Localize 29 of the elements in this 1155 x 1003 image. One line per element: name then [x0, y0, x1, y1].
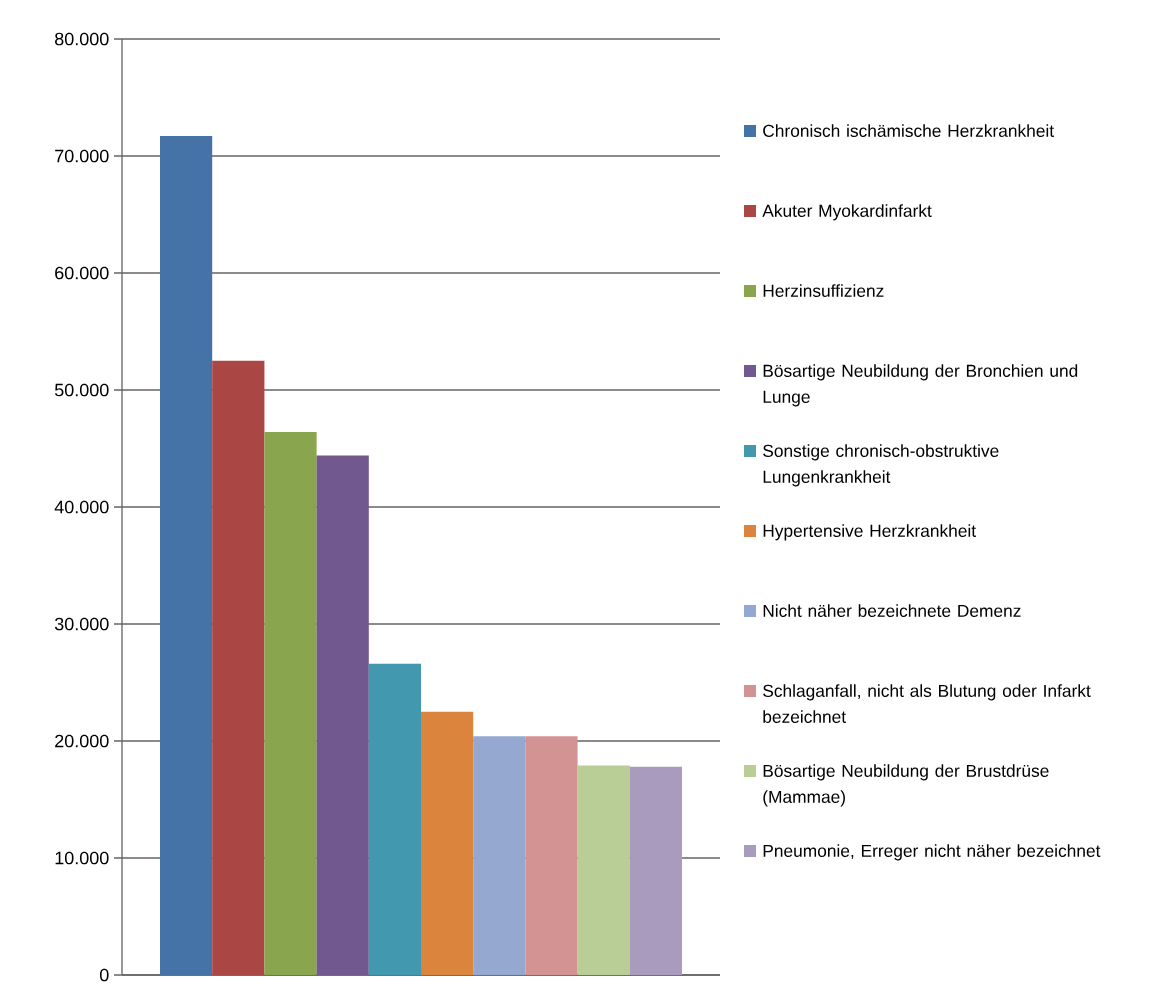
y-tick-label: 50.000 [54, 383, 109, 397]
legend-label: Bösartige Neubildung der Brustdrüse (Mammae) [763, 764, 1049, 807]
legend-label: Sonstige chronisch-obstruktive Lungenkrankheit [763, 444, 999, 487]
bar [212, 360, 265, 975]
y-tick-label: 40.000 [54, 500, 109, 514]
legend-label: Herzinsuffizienz [763, 284, 884, 297]
bar [316, 455, 369, 975]
y-tick-label: 10.000 [55, 851, 109, 865]
legend-label: Nicht näher bezeichnete Demenz [763, 604, 1021, 617]
bar [160, 136, 213, 975]
bar [421, 711, 474, 975]
legend-label: Pneumonie, Erreger nicht näher bezeichnet [763, 844, 1101, 861]
legend-label: Schlaganfall, nicht als Blutung oder Infarkt bezeichnet [763, 684, 1091, 723]
y-tick-label: 70.000 [55, 149, 109, 163]
y-tick-label: 30.000 [54, 617, 109, 631]
y-tick-label: 0 [99, 968, 109, 982]
bar [629, 766, 683, 975]
y-tick-label: 80.000 [55, 32, 109, 46]
bar [264, 432, 317, 975]
bar [368, 663, 422, 975]
legend-label: Bösartige Neubildung der Bronchien und Lunge [763, 364, 1078, 407]
bar [577, 765, 630, 975]
bar [473, 736, 526, 975]
legend-label: Akuter Myokardinfarkt [762, 204, 932, 221]
legend-label: Chronisch ischämische Herzkrankheit [763, 124, 1054, 137]
bar [525, 736, 578, 975]
y-tick-label: 60.000 [55, 266, 109, 280]
legend-label: Hypertensive Herzkrankheit [763, 524, 976, 541]
y-tick-label: 20.000 [55, 734, 109, 748]
